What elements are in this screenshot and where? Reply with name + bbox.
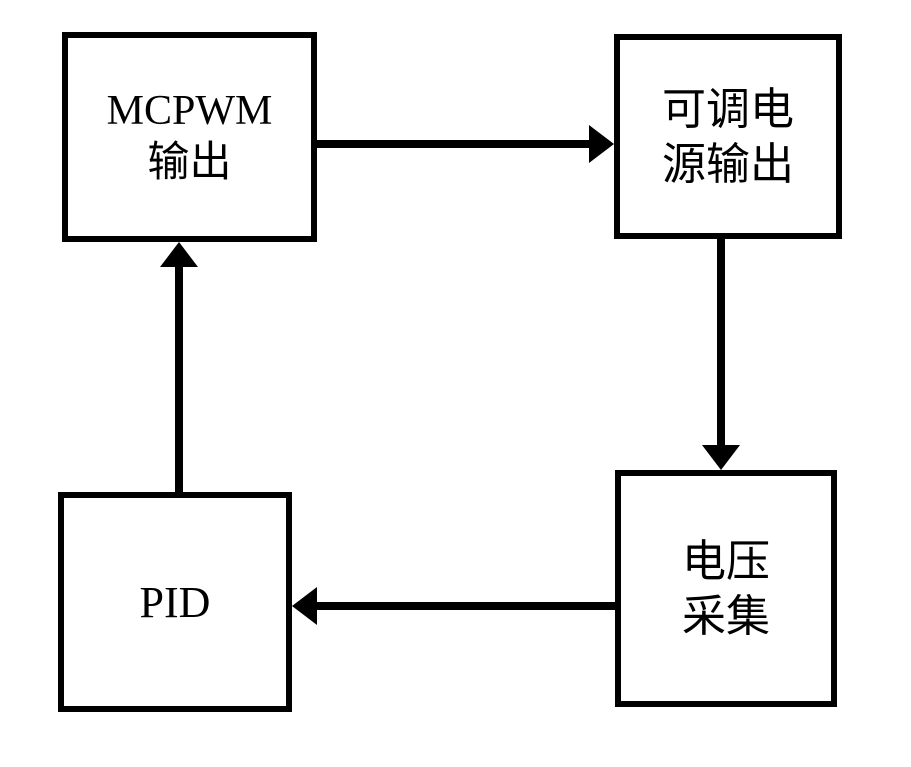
node-mcpwm-line1: MCPWM [107,85,273,138]
arrowhead-down-icon [702,445,740,470]
edge-pid-to-mcpwm [175,267,183,492]
arrowhead-right-icon [589,125,614,163]
node-pid-line1: PID [140,575,211,630]
edge-adjustable-to-voltage [717,239,725,445]
node-voltage-line1: 电压 [682,534,770,589]
node-voltage-line2: 采集 [682,589,770,644]
edge-voltage-to-pid [317,602,615,610]
arrowhead-left-icon [292,587,317,625]
node-adjustable: 可调电 源输出 [614,34,842,239]
node-adjustable-line1: 可调电 [662,82,794,137]
edge-mcpwm-to-adjustable [317,140,589,148]
node-voltage-text: 电压 采集 [682,534,770,644]
node-mcpwm: MCPWM 输出 [62,32,317,242]
node-adjustable-line2: 源输出 [662,137,794,192]
node-adjustable-text: 可调电 源输出 [662,82,794,192]
node-mcpwm-text: MCPWM 输出 [107,85,273,190]
arrowhead-up-icon [160,242,198,267]
node-pid: PID [58,492,292,712]
node-mcpwm-line2: 输出 [107,137,273,190]
node-pid-text: PID [140,575,211,630]
node-voltage: 电压 采集 [615,470,837,707]
